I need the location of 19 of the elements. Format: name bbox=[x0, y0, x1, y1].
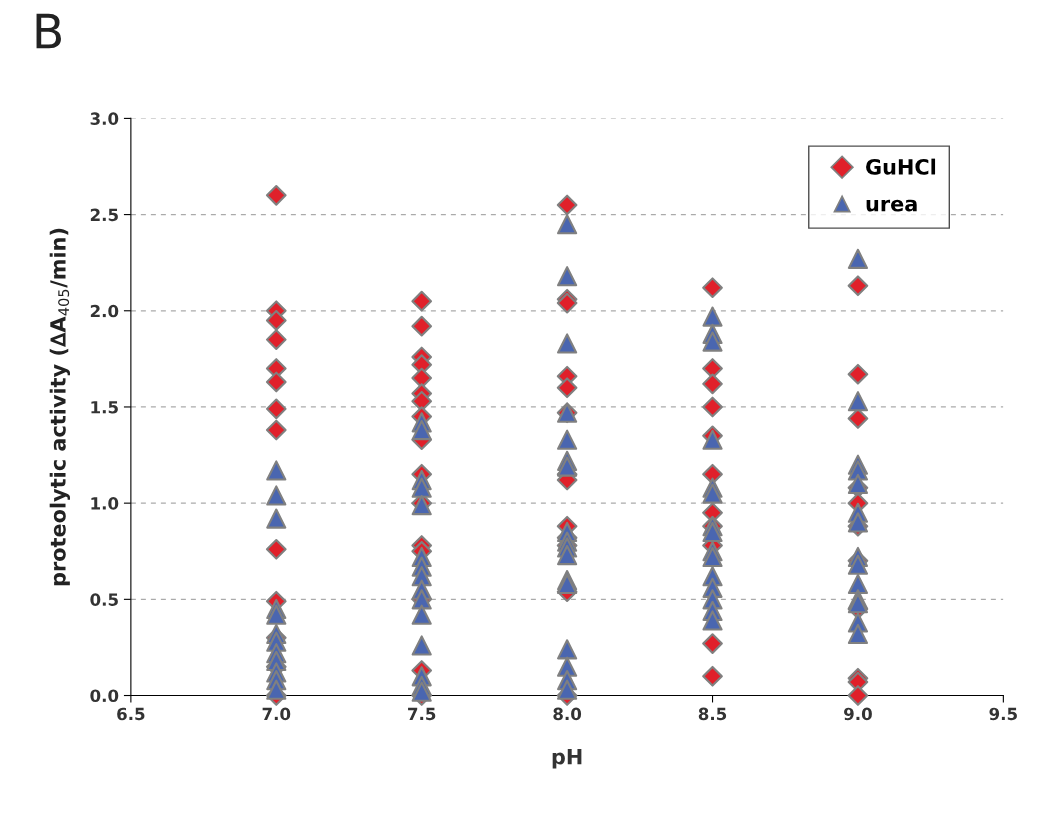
x-tick-label: 9.5 bbox=[989, 707, 1017, 721]
y-tick-label: 1.0 bbox=[91, 497, 119, 510]
x-tick-label: 7.5 bbox=[408, 707, 436, 721]
x-axis-title: pH bbox=[552, 749, 582, 769]
x-tick-label: 8.0 bbox=[553, 707, 582, 721]
x-tick-label: 7.0 bbox=[262, 707, 291, 721]
y-tick-label: 0.5 bbox=[90, 593, 118, 606]
x-tick-label: 9.0 bbox=[844, 707, 872, 721]
y-tick-label: 0.0 bbox=[90, 689, 119, 703]
x-tick-label: 6.5 bbox=[117, 707, 145, 721]
legend-label: GuHCl bbox=[866, 158, 936, 175]
y-tick-label: 2.0 bbox=[90, 304, 119, 318]
x-tick-label: 8.5 bbox=[698, 707, 727, 721]
y-axis-title: proteolytic activity (∆A$_{405}$/min) bbox=[49, 228, 71, 586]
chart-title: B bbox=[36, 13, 61, 49]
y-tick-label: 3.0 bbox=[90, 112, 119, 125]
y-tick-label: 2.5 bbox=[90, 208, 118, 222]
legend-label: urea bbox=[866, 199, 917, 212]
y-tick-label: 1.5 bbox=[91, 401, 118, 414]
